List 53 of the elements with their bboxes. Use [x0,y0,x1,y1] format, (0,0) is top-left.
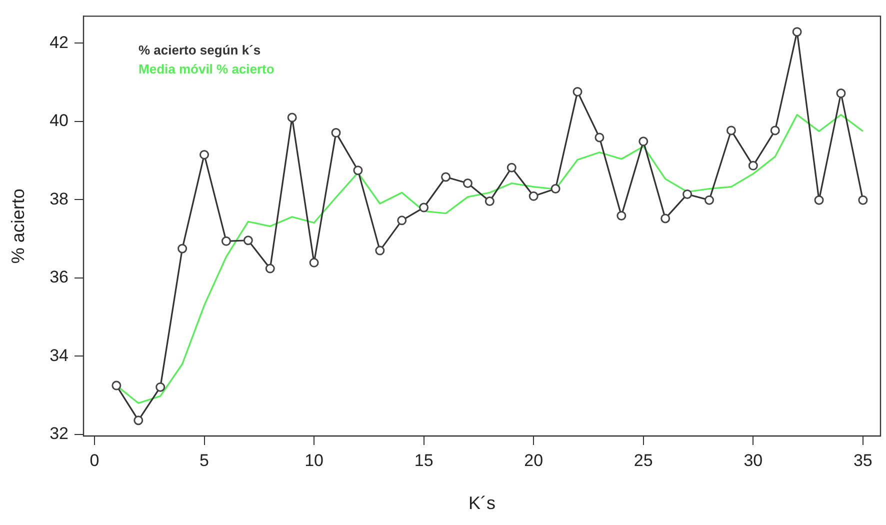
point [156,382,166,392]
y-tick-label: 36 [50,268,69,287]
point [419,202,429,212]
point [616,210,626,220]
x-tick-label: 25 [634,450,653,470]
point [550,184,560,194]
point [638,136,648,146]
y-tick-label: 34 [50,346,69,365]
point [134,416,144,426]
y-tick-label: 40 [50,111,69,130]
point [814,195,824,205]
point [858,195,868,205]
point [397,216,407,226]
point [704,195,714,205]
point [265,264,275,274]
point [353,166,363,176]
y-tick-label: 32 [50,424,69,444]
point [594,132,604,142]
point [287,112,297,122]
x-tick-label: 0 [90,450,100,470]
point [331,128,341,138]
x-axis-title: K´s [468,493,496,514]
point [243,236,253,246]
x-tick-label: 10 [304,450,324,470]
x-tick-label: 15 [414,450,434,470]
point [660,214,670,224]
point [506,162,516,172]
point [748,160,758,170]
point [309,258,319,268]
point [178,244,188,254]
point [484,196,494,206]
point [441,172,451,182]
x-tick-label: 20 [524,450,544,470]
x-tick-label: 30 [744,450,763,470]
point [770,126,780,136]
point [112,380,122,390]
text: Media móvil % acierto [138,61,274,76]
point [200,150,210,160]
x-tick-label: 5 [200,450,209,470]
y-tick-label: 38 [50,189,69,208]
point [682,189,692,199]
point [726,126,736,136]
point [528,191,538,201]
point [221,236,231,246]
x-tick-label: 35 [853,450,872,470]
y-tick-label: 42 [50,32,69,52]
point [792,27,802,37]
point [375,246,385,256]
point [462,178,472,188]
y-axis-title: % acierto [8,188,28,264]
text: % acierto según k´s [138,42,261,58]
point [836,88,846,98]
point [572,86,582,96]
